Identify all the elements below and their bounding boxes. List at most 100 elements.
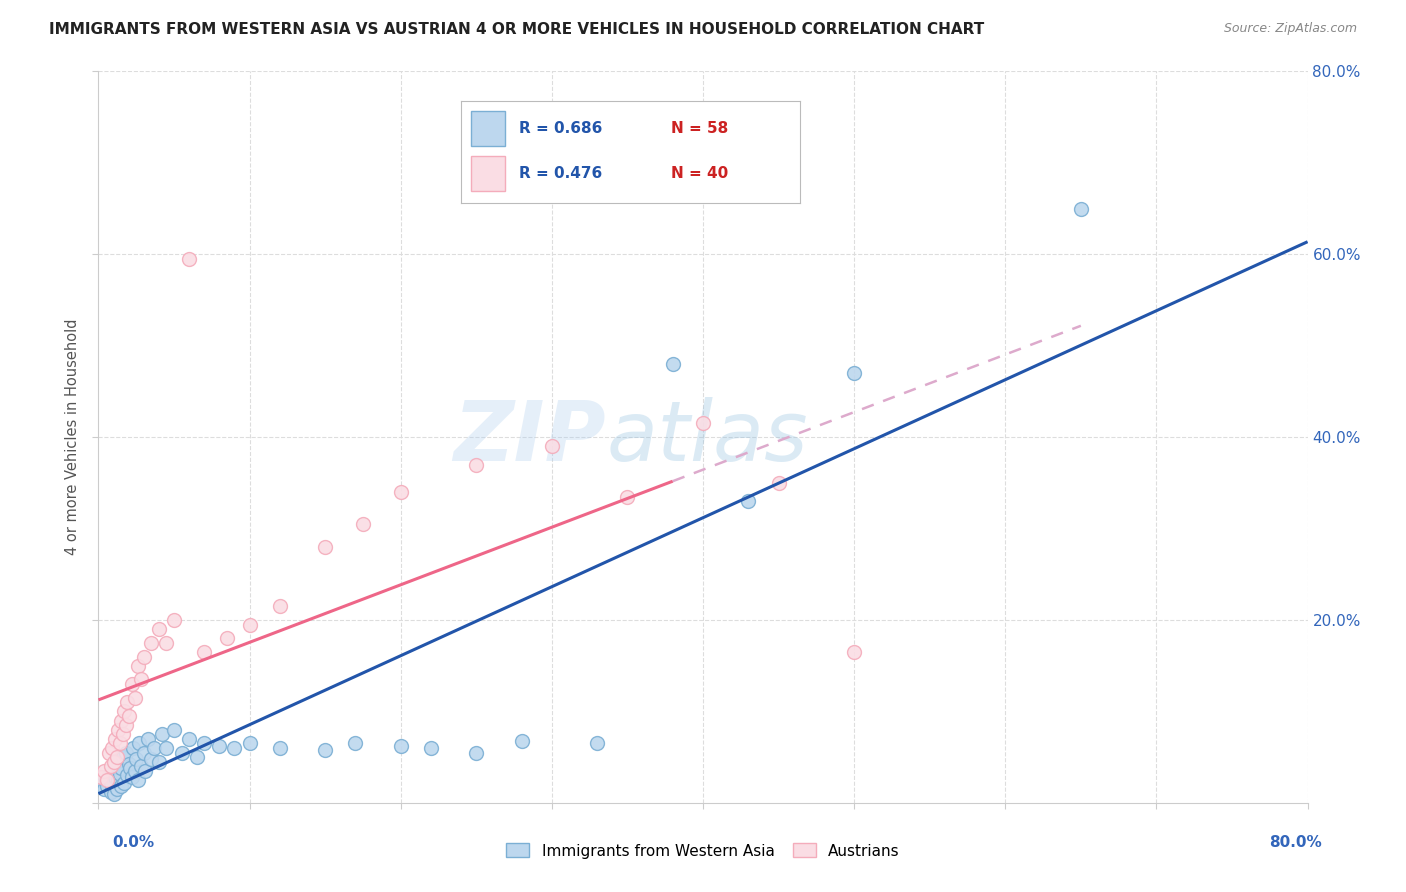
Y-axis label: 4 or more Vehicles in Household: 4 or more Vehicles in Household (65, 318, 80, 556)
Point (105, 782, 128, 797)
Point (121, 677, 143, 691)
Point (107, 755, 129, 769)
Point (510, 733, 533, 747)
Point (110, 780, 132, 794)
Point (101, 764, 124, 778)
Point (115, 695, 138, 709)
Point (124, 690, 146, 705)
Point (118, 757, 141, 772)
Point (155, 636, 177, 650)
Point (465, 458, 488, 472)
Point (269, 599, 291, 614)
Point (125, 752, 148, 766)
Point (186, 750, 208, 764)
Point (389, 485, 412, 500)
Point (120, 761, 142, 775)
Point (141, 752, 163, 766)
Text: ZIP: ZIP (454, 397, 606, 477)
Text: atlas: atlas (606, 397, 808, 477)
Point (127, 772, 149, 787)
Point (114, 746, 136, 760)
Point (122, 740, 145, 755)
Point (105, 750, 128, 764)
Point (692, 417, 714, 431)
Point (540, 439, 562, 453)
Point (90, 770, 112, 784)
Point (768, 475, 790, 490)
Point (586, 736, 609, 750)
Point (104, 770, 127, 784)
Point (93, 764, 115, 778)
Point (616, 490, 638, 504)
Point (114, 718, 136, 732)
Point (118, 709, 141, 723)
Point (128, 736, 150, 750)
Text: 80.0%: 80.0% (1268, 836, 1322, 850)
Point (737, 494, 759, 508)
Point (96, 780, 118, 794)
Point (661, 357, 683, 371)
Point (163, 613, 186, 627)
Point (844, 366, 866, 380)
Point (112, 775, 135, 789)
Point (101, 740, 124, 755)
Point (465, 746, 488, 760)
Point (136, 731, 159, 746)
Point (389, 739, 412, 753)
Point (193, 645, 215, 659)
Point (132, 746, 155, 760)
Point (108, 766, 131, 780)
Point (103, 755, 125, 769)
Point (1070, 202, 1092, 216)
Point (98, 768, 121, 782)
Text: Source: ZipAtlas.com: Source: ZipAtlas.com (1223, 22, 1357, 36)
Point (111, 727, 134, 741)
Point (107, 772, 129, 787)
Legend: Immigrants from Western Asia, Austrians: Immigrants from Western Asia, Austrians (501, 838, 905, 864)
Point (108, 736, 131, 750)
Point (215, 632, 238, 646)
Point (352, 516, 374, 531)
Point (127, 658, 149, 673)
Point (141, 636, 163, 650)
Point (844, 645, 866, 659)
Point (103, 787, 125, 801)
Point (132, 649, 155, 664)
Point (163, 723, 186, 737)
Point (420, 740, 443, 755)
Point (170, 746, 193, 760)
Point (98, 746, 121, 760)
Point (93, 782, 115, 797)
Point (179, 252, 201, 266)
Point (94, 772, 117, 787)
Point (148, 755, 170, 769)
Point (314, 743, 336, 757)
Point (104, 731, 127, 746)
Point (314, 540, 336, 554)
Point (100, 759, 122, 773)
Point (107, 723, 129, 737)
Text: IMMIGRANTS FROM WESTERN ASIA VS AUSTRIAN 4 OR MORE VEHICLES IN HOUSEHOLD CORRELA: IMMIGRANTS FROM WESTERN ASIA VS AUSTRIAN… (49, 22, 984, 37)
Point (100, 785, 122, 799)
Point (143, 740, 166, 755)
Point (148, 622, 170, 636)
Point (224, 740, 246, 755)
Point (111, 750, 134, 764)
Point (208, 739, 231, 753)
Point (121, 770, 143, 784)
Point (155, 740, 177, 755)
Point (239, 617, 262, 632)
Point (110, 761, 132, 775)
Point (115, 768, 138, 782)
Point (96, 772, 118, 787)
Point (150, 727, 173, 741)
Point (129, 759, 152, 773)
Text: 0.0%: 0.0% (112, 836, 155, 850)
Point (100, 775, 122, 789)
Point (112, 705, 135, 719)
Point (193, 736, 215, 750)
Point (90, 778, 112, 792)
Point (269, 740, 291, 755)
Point (239, 736, 262, 750)
Point (344, 736, 367, 750)
